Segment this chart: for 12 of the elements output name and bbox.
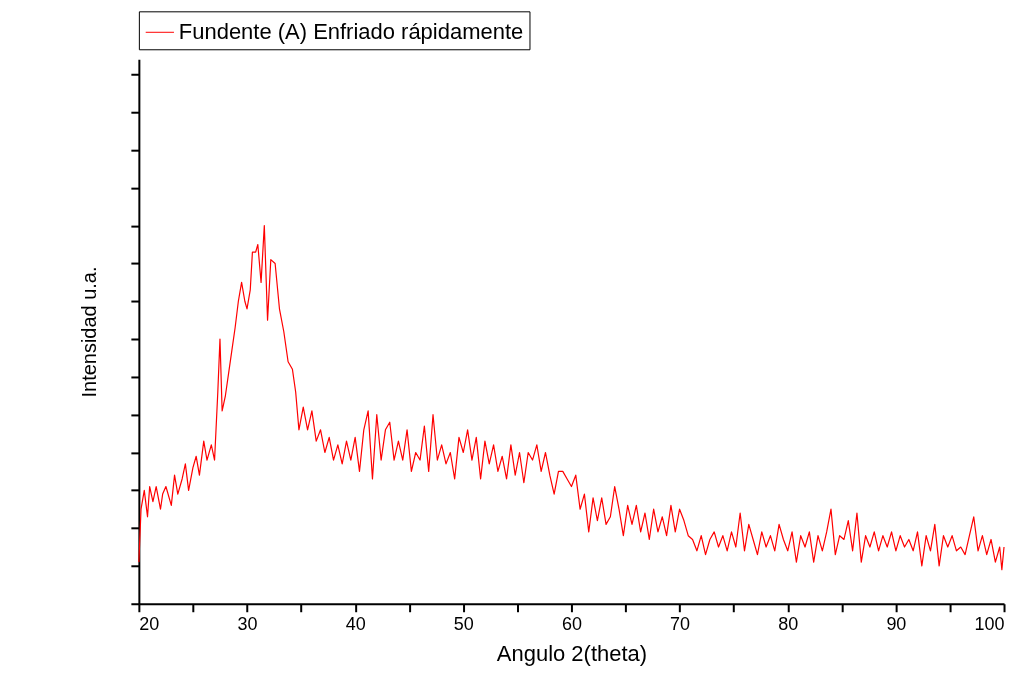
x-tick-label: 50 — [453, 614, 474, 635]
x-tick-label: 80 — [778, 614, 799, 635]
x-tick-label: 90 — [886, 614, 907, 635]
x-axis-title: Angulo 2(theta) — [496, 641, 648, 667]
x-tick-label: 40 — [345, 614, 366, 635]
x-tick-label: 100 — [974, 614, 1005, 635]
x-tick-label: 60 — [561, 614, 582, 635]
y-axis-title: Intensidad u.a. — [78, 266, 101, 398]
legend-label: Fundente (A) Enfriado rápidamente — [178, 19, 524, 45]
x-tick-label: 70 — [670, 614, 691, 635]
x-tick-label: 20 — [139, 614, 160, 635]
x-tick-label: 30 — [237, 614, 258, 635]
